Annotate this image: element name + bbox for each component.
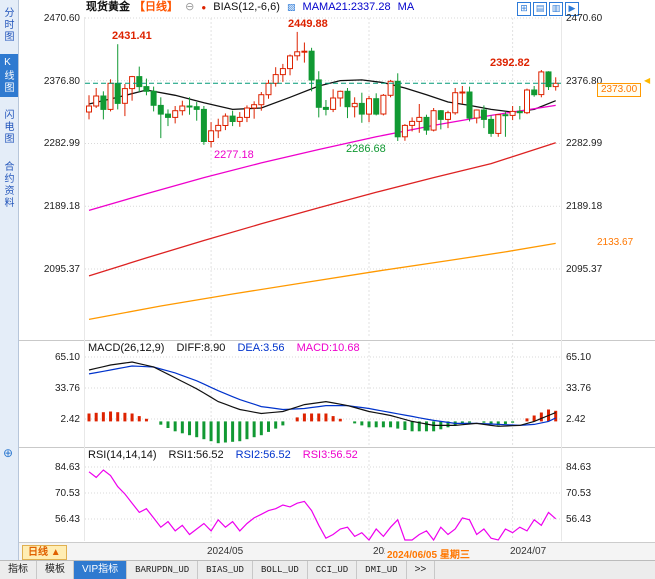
price-axis-left-label: 2376.80 [43, 76, 80, 87]
time-axis-bar: 日线 ▲ 2024/05 2024/06 2024/06/05 星期三 2024… [18, 542, 655, 561]
indicator-tab-bar: 指标 模板 VIP指标 BARUPDN_UD BIAS_UD BOLL_UD C… [0, 560, 655, 579]
rsi-title: RSI(14,14,14) [88, 449, 157, 461]
macd-axis-right-label: 65.10 [566, 352, 592, 363]
macd-panel-header[interactable]: MACD(26,12,9) DIFF:8.90 DEA:3.56 MACD:10… [88, 342, 369, 354]
sidebar-item-kline-chart[interactable]: K线图 [0, 54, 18, 97]
price-axis-right-label: 2376.80 [566, 76, 603, 87]
tab-vip-indicators[interactable]: VIP指标 [74, 561, 128, 579]
grid-icon[interactable]: ▥ [549, 2, 563, 16]
tab-barupdn-ud[interactable]: BARUPDN_UD [127, 561, 199, 579]
price-axis-left-label: 2095.37 [43, 264, 80, 275]
crosshair-date-label: 2024/06/05 星期三 [385, 546, 472, 561]
tab-indicators[interactable]: 指标 [0, 561, 37, 579]
rsi-axis-left-label: 84.63 [54, 462, 80, 473]
rsi1-value: RSI1:56.52 [168, 449, 224, 461]
tab-more[interactable]: >> [407, 561, 436, 579]
swing-high-label: 2431.41 [112, 30, 152, 42]
tab-templates[interactable]: 模板 [37, 561, 74, 579]
indicator-dot-icon: ● [201, 3, 207, 12]
chevron-up-icon: ▲ [50, 547, 61, 558]
price-axis-right-label: 2282.99 [566, 138, 603, 149]
macd-dea-value: DEA:3.56 [237, 342, 285, 354]
rsi2-value: RSI2:56.52 [235, 449, 291, 461]
rsi-axis-right-label: 84.63 [566, 462, 592, 473]
macd-axis-right-label: 2.42 [566, 414, 586, 425]
rsi-panel-header[interactable]: RSI(14,14,14) RSI1:56.52 RSI2:56.52 RSI3… [88, 449, 367, 461]
swing-high-label: 2449.88 [288, 18, 328, 30]
ma-value-right-label: 2133.67 [597, 237, 634, 248]
price-axis-left-label: 2470.60 [43, 13, 80, 24]
price-axis-right-label: 2470.60 [566, 13, 603, 24]
rsi3-value: RSI3:56.52 [302, 449, 358, 461]
macd-title: MACD(26,12,9) [88, 342, 165, 354]
price-axis-right-label: 2095.37 [566, 264, 603, 275]
macd-axis-right-label: 33.76 [566, 383, 592, 394]
rsi-axis-right-label: 56.43 [566, 514, 592, 525]
tab-boll-ud[interactable]: BOLL_UD [253, 561, 308, 579]
rsi-axis-left-label: 56.43 [54, 514, 80, 525]
swing-low-label: 2286.68 [346, 143, 386, 155]
sidebar-item-timeline-chart[interactable]: 分时图 [2, 7, 13, 43]
chart-type-icon: ▨ [286, 2, 296, 12]
layout-icon[interactable]: ▤ [533, 2, 547, 16]
window-toolbar: ⊞ ▤ ▥ ▶ [517, 2, 579, 16]
tab-bias-ud[interactable]: BIAS_UD [198, 561, 253, 579]
current-price-marker-icon: ◀ [644, 76, 651, 85]
sidebar-item-contract-info[interactable]: 合约资料 [2, 161, 13, 209]
tab-cci-ud[interactable]: CCI_UD [308, 561, 358, 579]
time-tick-label: 2024/05 [207, 546, 244, 557]
left-sidebar: 分时图 K线图 闪电图 合约资料 ⊕ [0, 0, 19, 560]
sidebar-item-tick-chart[interactable]: 闪电图 [2, 109, 13, 145]
add-panel-icon[interactable]: ⊞ [517, 2, 531, 16]
swing-low-label: 2277.18 [214, 149, 254, 161]
period-selector-button[interactable]: 日线 ▲ [22, 545, 67, 560]
rsi-axis-right-label: 70.53 [566, 488, 592, 499]
collapse-icon[interactable]: ⊖ [185, 1, 195, 13]
next-window-icon[interactable]: ▶ [565, 2, 579, 16]
tab-dmi-ud[interactable]: DMI_UD [357, 561, 407, 579]
macd-diff-value: DIFF:8.90 [176, 342, 226, 354]
chart-header: 现货黄金 【日线】 ⊖ ● BIAS(12,-6,6) ▨ MAMA21:2337… [18, 0, 655, 16]
mama-indicator-label[interactable]: MAMA21:2337.28 [302, 1, 391, 13]
macd-axis-left-label: 33.76 [54, 383, 80, 394]
ma-indicator-label[interactable]: MA [397, 1, 415, 13]
macd-value: MACD:10.68 [296, 342, 360, 354]
price-axis-left-label: 2282.99 [43, 138, 80, 149]
sidebar-tool-icon[interactable]: ⊕ [3, 446, 14, 460]
rsi-axis-left-label: 70.53 [54, 488, 80, 499]
macd-axis-left-label: 2.42 [60, 414, 80, 425]
bias-indicator-label[interactable]: BIAS(12,-6,6) [213, 1, 280, 13]
symbol-name: 现货黄金 [86, 1, 130, 13]
time-tick-label: 2024/07 [510, 546, 547, 557]
price-axis-right-label: 2189.18 [566, 201, 603, 212]
macd-axis-left-label: 65.10 [54, 352, 80, 363]
swing-high-label: 2392.82 [490, 57, 530, 69]
price-axis-left-label: 2189.18 [43, 201, 80, 212]
last-price-box: 2373.00 [597, 83, 642, 97]
period-tag: 【日线】 [134, 1, 178, 13]
